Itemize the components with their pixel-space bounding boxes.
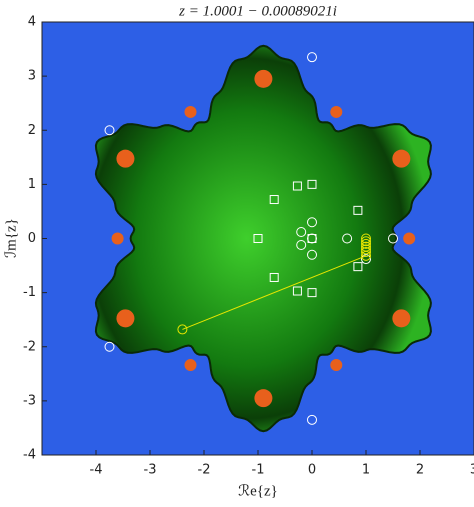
fractal-spot	[185, 106, 197, 118]
y-tick-label: 3	[28, 69, 36, 84]
x-tick-label: -2	[198, 463, 211, 478]
fractal-spot	[403, 233, 415, 245]
fractal-spot	[116, 150, 134, 168]
fractal-spot	[112, 233, 124, 245]
chart: z = 1.0001 − 0.00089021i ℛe{z} ℐm{z} -4 -…	[0, 0, 474, 507]
x-tick-label: 0	[308, 463, 316, 478]
fractal-spot	[254, 70, 272, 88]
y-tick-label: 2	[28, 123, 36, 138]
fractal-spot	[392, 309, 410, 327]
x-tick-label: 3	[470, 463, 474, 478]
fractal-spot	[330, 359, 342, 371]
y-axis-label: ℐm{z}	[3, 218, 19, 258]
x-tick-label: -3	[144, 463, 157, 478]
plot-area	[42, 22, 474, 455]
x-tick-label: 1	[362, 463, 370, 478]
fractal-spot	[116, 309, 134, 327]
y-tick-label: 1	[28, 177, 36, 192]
fractal-spot	[185, 359, 197, 371]
chart-title: z = 1.0001 − 0.00089021i	[178, 3, 337, 19]
y-tick-label: -4	[23, 448, 36, 463]
y-tick-label: 4	[28, 15, 36, 30]
x-tick-label: -1	[252, 463, 265, 478]
y-tick-label: 0	[28, 231, 36, 246]
fractal-spot	[392, 150, 410, 168]
y-tick-label: -2	[23, 339, 36, 354]
y-tick-label: -1	[23, 285, 36, 300]
x-tick-label: -4	[90, 463, 103, 478]
fractal-spot	[330, 106, 342, 118]
x-tick-label: 2	[416, 463, 424, 478]
x-axis-label: ℛe{z}	[238, 483, 278, 499]
fractal-spot	[254, 389, 272, 407]
y-tick-label: -3	[23, 393, 36, 408]
page: {"chart_data": {"type": "scatter", "titl…	[0, 0, 474, 507]
